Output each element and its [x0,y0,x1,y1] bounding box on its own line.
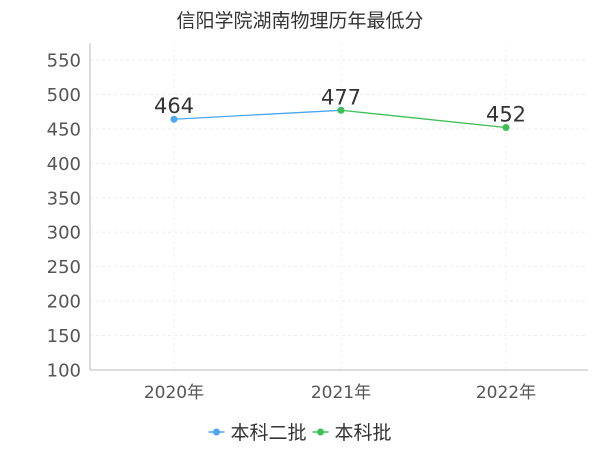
legend-item[interactable]: 本科批 [312,422,392,444]
legend-label: 本科二批 [231,422,307,444]
legend: 本科二批 本科批 [208,422,392,444]
data-label: 464 [154,94,194,118]
data-labels: 464 477 452 [154,85,526,126]
legend-label: 本科批 [335,422,392,444]
y-tick-label: 550 [47,51,81,72]
y-tick-label: 200 [47,292,81,313]
data-label: 477 [321,85,361,109]
axes: 100 150 200 250 300 350 400 450 500 550 2020年 2021年… [47,43,588,403]
x-tick-label: 2020年 [144,383,204,403]
legend-item[interactable]: 本科二批 [208,422,307,444]
series-layer [170,106,510,132]
legend-marker-dot [213,428,220,436]
legend-marker-dot [317,428,324,436]
series-line [340,109,507,129]
x-tick-label: 2022年 [476,383,536,403]
y-tick-label: 250 [47,257,81,278]
data-point [337,106,345,114]
chart-title: 信阳学院湖南物理历年最低分 [176,10,423,32]
data-label: 452 [486,103,526,127]
data-point [502,124,510,132]
y-tick-label: 100 [47,361,81,382]
y-tick-label: 450 [47,119,81,140]
series-line [173,109,342,120]
y-tick-label: 300 [47,223,81,244]
y-tick-label: 150 [47,326,81,347]
x-tick-label: 2021年 [311,383,371,403]
y-tick-label: 350 [47,188,81,209]
y-tick-label: 400 [47,154,81,175]
y-tick-label: 500 [47,85,81,106]
data-point [170,115,178,123]
